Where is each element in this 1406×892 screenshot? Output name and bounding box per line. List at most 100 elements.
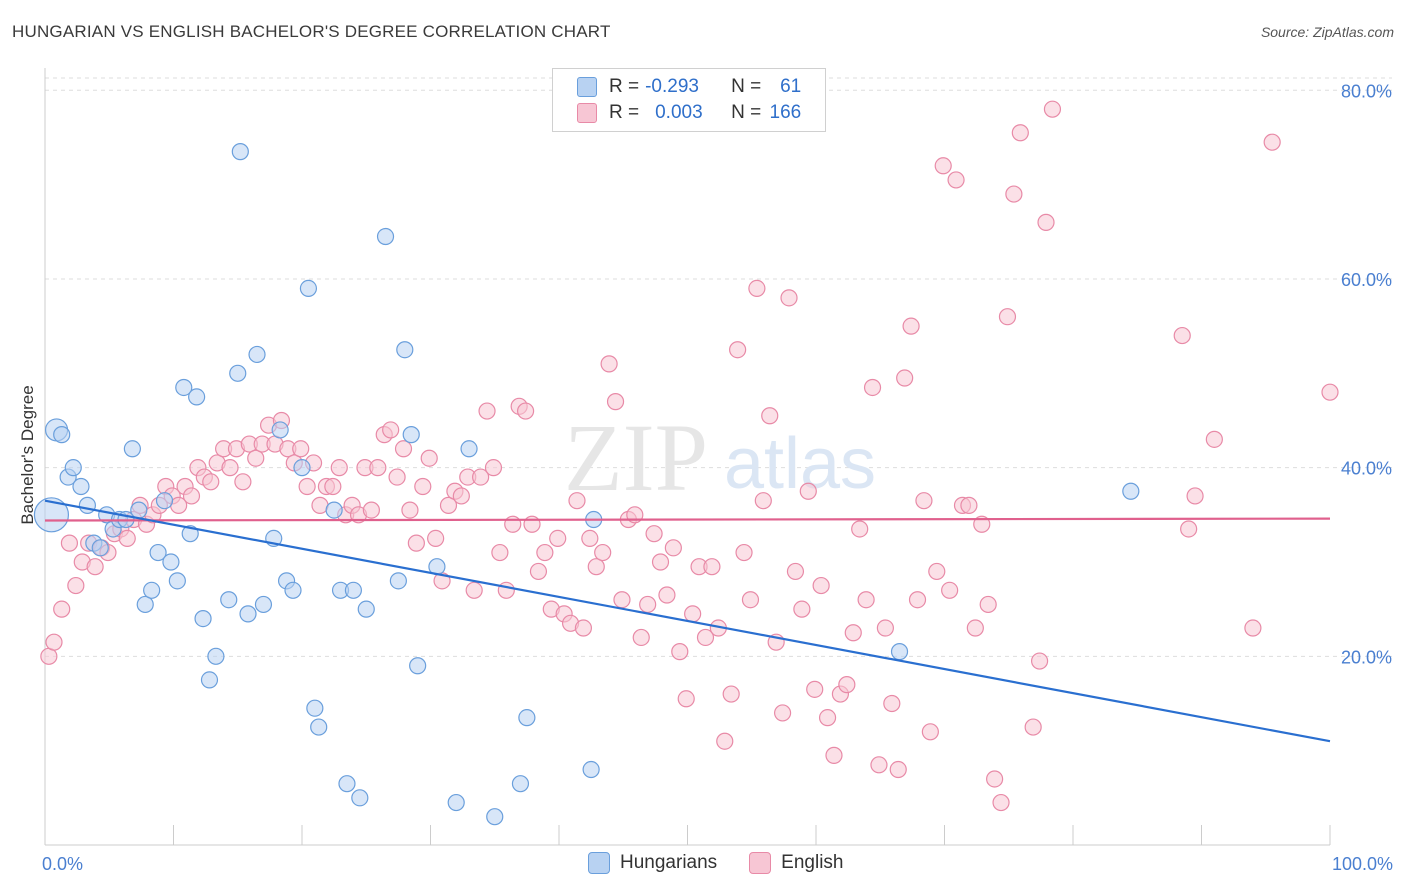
legend-swatch-pink (749, 852, 772, 874)
english-point (889, 760, 907, 779)
english-point (716, 732, 734, 750)
legend-label-hungarians: Hungarians (620, 852, 718, 873)
english-point (549, 529, 567, 548)
hungarian-point (231, 143, 249, 161)
english-point (870, 756, 888, 774)
legend-item-english[interactable]: English (749, 852, 844, 874)
hungarian-point (338, 775, 356, 793)
english-point (613, 591, 631, 609)
english-point (632, 628, 650, 647)
hungarian-point (254, 595, 273, 614)
hungarian-point (460, 440, 478, 458)
english-point (53, 600, 71, 618)
hungarian-point (136, 595, 154, 614)
english-point (1037, 213, 1055, 231)
english-point (600, 355, 618, 373)
english-point (594, 543, 612, 562)
legend-n-value: 61 (780, 76, 802, 97)
english-point (221, 459, 239, 477)
english-point (394, 440, 413, 458)
english-point (818, 709, 837, 727)
watermark-zip: ZIP (564, 404, 708, 511)
english-point (986, 770, 1004, 788)
hungarian-point (447, 793, 465, 812)
legend-swatch-blue (588, 852, 610, 874)
english-point (414, 477, 432, 496)
hungarian-point (143, 581, 161, 599)
english-point (851, 520, 869, 538)
english-point (934, 157, 952, 175)
english-point (330, 459, 348, 477)
english-point (639, 595, 657, 614)
english-point (60, 534, 79, 552)
legend-swatch-pink (577, 103, 597, 123)
hungarian-point (402, 426, 420, 444)
english-point (581, 529, 599, 548)
english-point (401, 501, 419, 519)
legend-r-value: 0.003 (655, 102, 703, 123)
hungarian-point (376, 227, 395, 246)
english-point (182, 487, 201, 505)
english-point (1263, 133, 1281, 151)
chart-title: HUNGARIAN VS ENGLISH BACHELOR'S DEGREE C… (12, 22, 611, 41)
english-point (407, 534, 425, 552)
hungarian-point (200, 671, 219, 689)
english-point (902, 317, 920, 335)
hungarian-point (91, 539, 109, 557)
legend-swatch-blue (577, 77, 597, 97)
english-point (388, 468, 406, 486)
english-point (671, 643, 689, 661)
english-point (735, 543, 753, 562)
english-point (536, 543, 554, 562)
english-point (857, 591, 875, 609)
english-point (504, 515, 522, 533)
english-point (362, 501, 380, 519)
legend-r-label: R = (609, 102, 640, 123)
english-point (452, 487, 470, 505)
english-point (876, 619, 894, 637)
legend-row-english: R = 0.003 N = 166 (577, 101, 801, 125)
hungarian-point (486, 808, 504, 826)
hungarian-point (351, 789, 369, 807)
english-point (67, 576, 85, 595)
legend-item-hungarians[interactable]: Hungarians (588, 852, 717, 874)
english-point (1173, 326, 1191, 345)
english-point (292, 440, 310, 458)
hungarian-point (175, 378, 193, 397)
hungarian-point (78, 496, 97, 514)
english-point (677, 690, 695, 708)
english-point (484, 459, 503, 477)
english-point (928, 562, 946, 581)
source-label: Source: ZipAtlas.com (1260, 24, 1394, 40)
hungarian-point (396, 341, 414, 359)
english-point (729, 341, 747, 359)
hungarian-point (194, 609, 212, 628)
english-point (202, 473, 220, 491)
series-legend: Hungarians English (588, 852, 876, 874)
english-point (799, 482, 817, 500)
english-trend-line (44, 517, 1331, 522)
english-point (806, 680, 824, 698)
hungarian-point (293, 459, 311, 477)
english-point (645, 525, 663, 543)
y-tick-label: 20.0% (1341, 647, 1392, 667)
english-point (574, 619, 593, 637)
x-tick-labels: 0.0% 100.0% (42, 854, 1393, 874)
english-point (941, 581, 959, 599)
english-point (516, 402, 535, 420)
english-point (825, 746, 843, 764)
hungarian-point (53, 426, 71, 444)
english-point (793, 600, 811, 618)
hungarian-point (582, 760, 600, 779)
english-point (915, 492, 933, 510)
english-point (1043, 100, 1062, 118)
hungarian-trend-line (44, 499, 1331, 743)
hungarian-point (207, 647, 225, 665)
y-tick-label: 60.0% (1341, 270, 1392, 290)
english-point (896, 369, 914, 387)
english-point (651, 553, 670, 571)
english-point (369, 459, 387, 477)
english-point (863, 378, 882, 397)
hungarian-point (890, 643, 909, 661)
